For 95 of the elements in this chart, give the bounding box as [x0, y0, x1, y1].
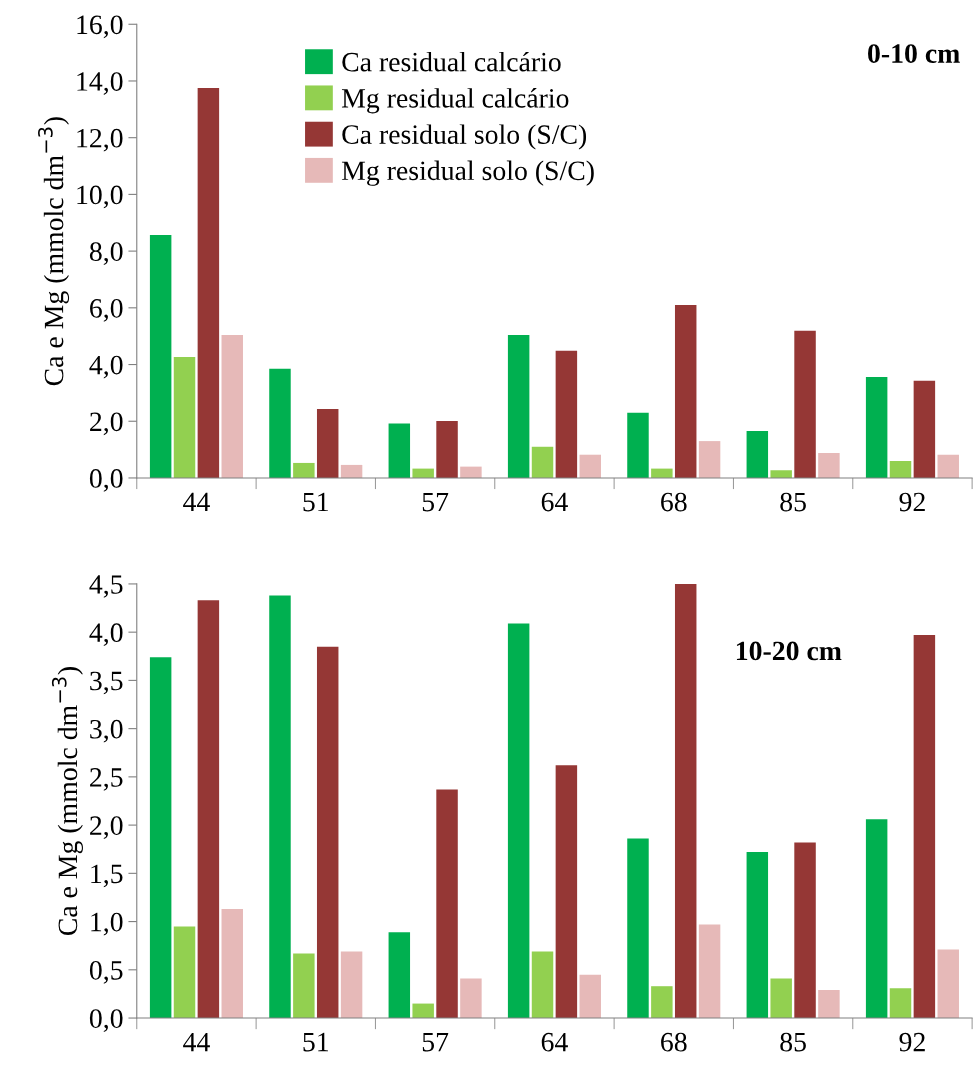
bar: [197, 600, 220, 1019]
bar: [651, 986, 673, 1019]
x-tick-label: 68: [661, 1032, 687, 1052]
bar: [674, 304, 697, 478]
bar: [770, 978, 792, 1019]
y-axis-title: Ca e Mg (mmolc dm$^{−3}$): [38, 117, 70, 386]
bar: [388, 423, 411, 478]
x-tick-label: 44: [183, 1032, 210, 1052]
bar: [746, 430, 769, 478]
bar: [746, 852, 769, 1019]
x-tick-label: 85: [780, 492, 806, 512]
bar: [627, 838, 649, 1019]
y-tick-label: 2,0: [90, 816, 123, 840]
bar: [412, 1003, 434, 1019]
bar: [293, 462, 315, 478]
y-tick-label: 2,5: [90, 768, 123, 791]
bar: [316, 646, 339, 1019]
annotation: 0-10 cm: [868, 44, 960, 63]
x-tick-label: 85: [780, 1032, 806, 1052]
legend-label: Mg residual solo (S/C): [341, 160, 594, 186]
bar: [269, 595, 291, 1019]
y-axis-title: Ca e Mg (mmolc dm$^{−3}$): [51, 667, 83, 936]
bar: [173, 356, 196, 478]
bar: [794, 842, 816, 1019]
y-tick-label: 1,0: [91, 912, 123, 936]
x-tick-label: 44: [183, 492, 210, 512]
x-tick-label: 92: [899, 1032, 925, 1052]
y-tick-label: 2,0: [90, 412, 123, 436]
bar: [937, 949, 959, 1019]
bar: [316, 409, 339, 478]
y-tick-label: 6,0: [90, 298, 123, 322]
x-tick-label: 51: [303, 1032, 328, 1052]
bar: [889, 988, 912, 1019]
y-tick-label: 0,0: [89, 1009, 123, 1032]
bar: [221, 335, 243, 478]
bar: [698, 441, 721, 478]
y-tick-label: 3,0: [90, 719, 123, 743]
bar: [913, 380, 936, 478]
bar: [221, 909, 243, 1019]
y-tick-label: 4,0: [89, 623, 123, 647]
y-tick-label: 0,5: [89, 960, 123, 984]
bar: [507, 335, 530, 478]
y-tick-label: 16,0: [77, 15, 123, 39]
y-tick-label: 4,0: [89, 355, 123, 379]
bar: [531, 446, 554, 478]
bar: [770, 470, 792, 478]
bar: [627, 412, 649, 478]
y-tick-label: 1,5: [91, 864, 123, 888]
bar: [579, 454, 601, 478]
bar: [698, 924, 721, 1019]
bar: [889, 460, 912, 478]
y-tick-label: 3,5: [90, 671, 123, 695]
bar: [149, 234, 172, 478]
x-tick-label: 51: [303, 492, 328, 512]
x-tick-label: 68: [661, 492, 687, 512]
bar: [460, 978, 482, 1019]
bar: [507, 623, 530, 1019]
bar: [794, 330, 816, 478]
bar: [293, 953, 315, 1019]
bar: [674, 583, 697, 1019]
bar: [388, 932, 411, 1019]
legend-label: Ca residual solo (S/C): [342, 124, 587, 150]
x-tick-label: 57: [422, 1033, 449, 1052]
y-tick-label: 10,0: [77, 185, 123, 209]
bar: [818, 990, 840, 1019]
bar: [340, 464, 363, 478]
bar: [340, 951, 363, 1019]
x-tick-label: 64: [541, 1032, 568, 1052]
y-tick-label: 4,5: [89, 575, 123, 598]
bar: [149, 657, 172, 1019]
bar: [937, 454, 959, 478]
bar: [818, 453, 840, 478]
bar: [555, 765, 578, 1019]
y-tick-label: 8,0: [89, 242, 123, 266]
x-tick-label: 92: [899, 492, 925, 512]
bar: [865, 377, 888, 478]
y-tick-label: 14,0: [77, 72, 123, 95]
annotation: 10-20 cm: [736, 641, 842, 661]
bar: [197, 88, 220, 478]
x-tick-label: 57: [422, 492, 449, 512]
y-tick-label: 0,0: [89, 469, 123, 492]
bar: [460, 466, 482, 478]
y-tick-label: 12,0: [77, 128, 123, 152]
bar: [436, 789, 458, 1019]
bar: [579, 974, 601, 1019]
x-tick-label: 64: [541, 492, 568, 512]
legend-label: Mg residual calcário: [341, 88, 569, 114]
bar: [555, 350, 578, 478]
bar: [913, 635, 936, 1019]
legend-label: Ca residual calcário: [342, 51, 561, 72]
bar: [173, 926, 196, 1019]
bar: [531, 951, 554, 1019]
bar: [865, 819, 888, 1019]
bar: [269, 368, 291, 478]
bar: [436, 420, 458, 478]
